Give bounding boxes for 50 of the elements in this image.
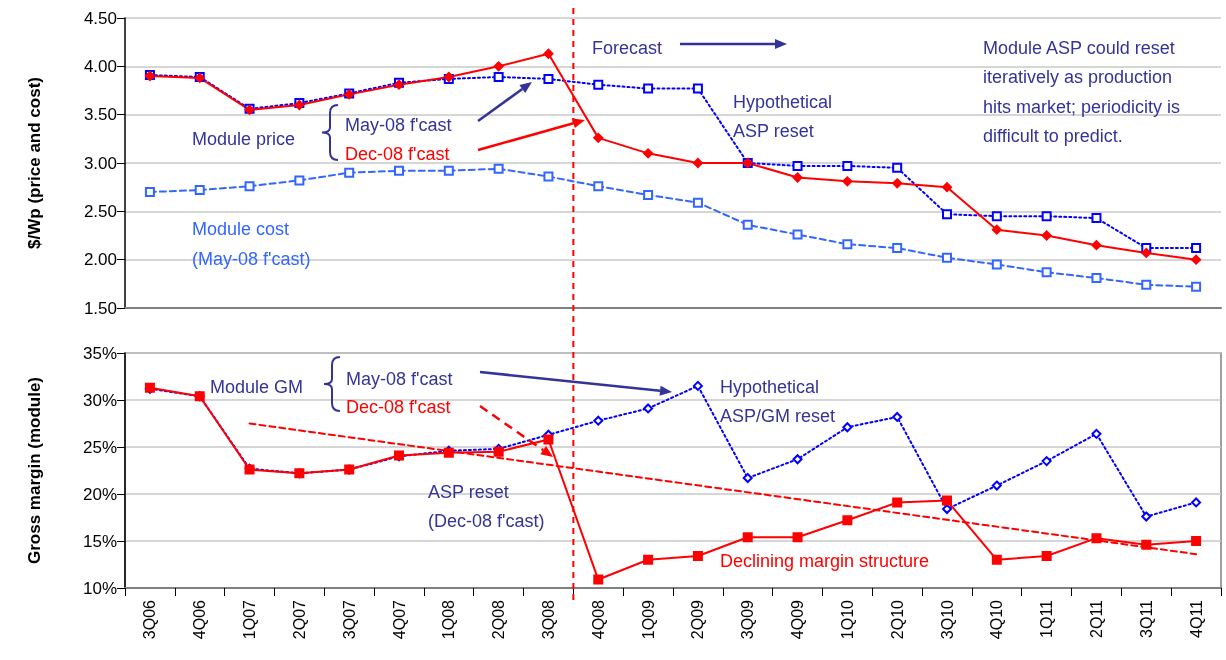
y-axis-title: Gross margin (module) xyxy=(25,376,44,565)
y-tick-label: 1.50 xyxy=(83,298,117,318)
y-tick-label: 3.00 xyxy=(83,153,117,173)
x-tick-label: 2Q08 xyxy=(490,599,508,640)
x-tick-label: 1Q09 xyxy=(639,599,657,640)
annotation: Forecast xyxy=(592,37,663,58)
annotation: Module ASP could reset iteratively as production hits market; periodicity is difficult to predict. xyxy=(983,37,1186,147)
y-tick-label: 35% xyxy=(82,343,117,363)
annotation: Module price xyxy=(192,128,296,149)
series-label: Declining margin structure xyxy=(720,551,930,571)
y-axis-title: $/Wp (price and cost) xyxy=(25,77,44,249)
annotation: Hypothetical ASP/GM reset xyxy=(720,376,836,427)
x-tick-label: 3Q07 xyxy=(340,599,358,640)
series-label: Module cost (May-08 f'cast) xyxy=(192,219,311,269)
x-tick-label: 4Q11 xyxy=(1187,599,1205,638)
x-tick-label: 1Q11 xyxy=(1038,599,1056,638)
y-tick-label: 4.00 xyxy=(83,56,117,76)
x-tick-label: 4Q10 xyxy=(988,599,1006,640)
x-tick-label: 2Q07 xyxy=(290,599,308,640)
series-label: Dec-08 f'cast xyxy=(346,397,451,417)
text: Dec-08 f'cast xyxy=(345,144,450,164)
y-tick-label: 3.50 xyxy=(83,105,117,125)
y-tick-label: 2.00 xyxy=(83,250,117,270)
x-tick-label: 2Q09 xyxy=(689,599,707,640)
y-tick-label: 4.50 xyxy=(83,8,117,28)
x-tick-label: 3Q10 xyxy=(938,599,956,640)
y-tick-label: 2.50 xyxy=(83,201,117,221)
series-label: May-08 f'cast xyxy=(345,115,452,135)
y-tick-label: 10% xyxy=(82,578,117,598)
x-tick-label: 3Q11 xyxy=(1137,599,1155,638)
y-tick-label: 25% xyxy=(82,437,117,457)
y-tick-label: 15% xyxy=(82,531,117,551)
y-tick-label: 20% xyxy=(82,484,117,504)
x-tick-label: 3Q08 xyxy=(539,599,557,640)
x-tick-label: 4Q06 xyxy=(191,599,209,640)
x-tick-label: 1Q08 xyxy=(440,599,458,640)
y-tick-label: 30% xyxy=(82,390,117,410)
x-tick-label: 2Q10 xyxy=(888,599,906,640)
text: May-08 f'cast xyxy=(346,369,453,389)
x-tick-label: 1Q10 xyxy=(838,599,856,640)
x-tick-label: 3Q06 xyxy=(141,599,159,640)
annotation: ASP reset (Dec-08 f'cast) xyxy=(428,481,545,532)
x-tick-label: 4Q09 xyxy=(789,599,807,640)
x-tick-label: 3Q09 xyxy=(739,599,757,640)
annotation: Module GM xyxy=(210,376,304,397)
annotation: Hypothetical ASP reset xyxy=(733,91,838,142)
x-tick-label: 1Q07 xyxy=(241,599,259,640)
x-tick-label: 4Q08 xyxy=(589,599,607,640)
x-tick-label: 4Q07 xyxy=(390,599,408,640)
x-tick-label: 2Q11 xyxy=(1087,599,1105,638)
